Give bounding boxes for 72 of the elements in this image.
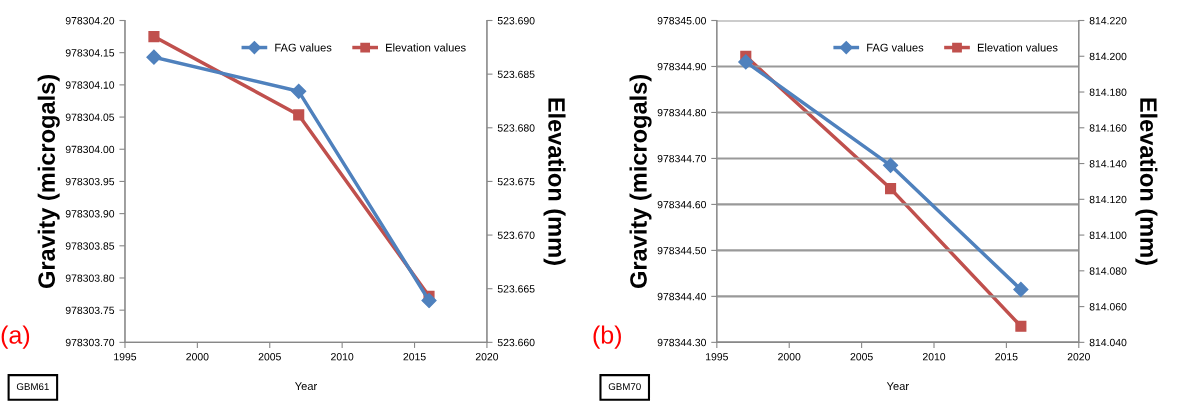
text: (b) bbox=[593, 325, 621, 349]
y2-tick-label: 814.060 bbox=[1089, 303, 1127, 311]
point bbox=[148, 31, 160, 43]
y2-tick-label: 814.120 bbox=[1089, 195, 1127, 204]
point bbox=[738, 54, 754, 70]
x-tick-label: 2020 bbox=[1067, 353, 1090, 361]
text: (a) bbox=[1, 325, 30, 349]
y2-tick-label: 814.140 bbox=[1089, 160, 1127, 168]
y-tick-label: 978304.10 bbox=[65, 81, 115, 89]
text: GBM70 bbox=[608, 383, 641, 391]
x-tick-label: 2010 bbox=[922, 353, 946, 361]
y2-tick-label: 814.200 bbox=[1089, 52, 1127, 61]
legend-label: FAG values bbox=[867, 43, 924, 52]
y-tick-label: 978344.40 bbox=[657, 292, 707, 301]
point bbox=[885, 183, 897, 195]
y2-tick-label: 523.660 bbox=[497, 338, 535, 347]
x-tick-label: 1995 bbox=[706, 353, 728, 361]
legend-label: Elevation values bbox=[386, 43, 466, 52]
y2-tick-label: 814.160 bbox=[1089, 124, 1127, 132]
y-tick-label: 978303.85 bbox=[65, 242, 115, 250]
x-tick-label: 2010 bbox=[331, 353, 354, 361]
y-tick-label: 978344.70 bbox=[657, 154, 707, 163]
x-tick-label: 1995 bbox=[114, 353, 137, 361]
y-tick-label: 978303.90 bbox=[65, 210, 115, 218]
y-axis-title: Gravity (microgals) bbox=[629, 74, 652, 289]
y2-tick-label: 523.680 bbox=[497, 124, 535, 132]
y-tick-label: 978304.15 bbox=[65, 49, 115, 57]
y-tick-label: 978303.75 bbox=[65, 306, 115, 315]
y-tick-label: 978303.80 bbox=[65, 274, 115, 282]
point bbox=[882, 157, 899, 173]
y2-tick-label: 523.665 bbox=[497, 285, 535, 293]
legend-label: Elevation values bbox=[977, 43, 1058, 52]
point bbox=[1013, 281, 1029, 298]
y2-tick-label: 523.690 bbox=[497, 17, 535, 25]
x-tick-label: 2015 bbox=[995, 353, 1018, 361]
point bbox=[421, 292, 437, 309]
y2-tick-label: 523.685 bbox=[497, 70, 535, 79]
y-tick-label: 978344.80 bbox=[657, 108, 707, 117]
y-tick-label: 978345.00 bbox=[657, 17, 707, 25]
x-tick-label: 2005 bbox=[258, 353, 281, 361]
text: GBM61 bbox=[16, 383, 49, 391]
y2-tick-label: 523.670 bbox=[497, 231, 535, 239]
y-tick-label: 978303.95 bbox=[65, 177, 115, 186]
y-tick-label: 978344.30 bbox=[657, 338, 707, 347]
y2-tick-label: 814.080 bbox=[1089, 267, 1127, 275]
x-axis-title: Year bbox=[294, 382, 317, 391]
point bbox=[293, 109, 305, 121]
x-tick-label: 2000 bbox=[186, 353, 209, 361]
y-tick-label: 978304.00 bbox=[65, 145, 115, 154]
x-tick-label: 2015 bbox=[403, 353, 426, 361]
y2-tick-label: 814.040 bbox=[1089, 338, 1127, 347]
y2-axis-title: Elevation (mm) bbox=[1135, 98, 1158, 265]
y-tick-label: 978344.90 bbox=[657, 62, 707, 71]
point bbox=[291, 83, 307, 99]
y-tick-label: 978344.60 bbox=[657, 200, 707, 209]
y-tick-label: 978344.50 bbox=[657, 246, 707, 255]
x-axis-title: Year bbox=[886, 382, 909, 391]
y-tick-label: 978304.20 bbox=[65, 17, 115, 25]
y2-tick-label: 523.675 bbox=[497, 177, 535, 186]
y-tick-label: 978304.05 bbox=[65, 113, 115, 121]
x-tick-label: 2005 bbox=[850, 353, 873, 361]
point bbox=[1015, 320, 1027, 332]
y2-axis-title: Elevation (mm) bbox=[543, 98, 566, 265]
y2-tick-label: 814.180 bbox=[1089, 88, 1127, 96]
y2-tick-label: 814.220 bbox=[1089, 17, 1127, 25]
y-tick-label: 978303.70 bbox=[65, 338, 115, 347]
y-axis-title: Gravity (microgals) bbox=[37, 74, 60, 289]
x-tick-label: 2020 bbox=[475, 353, 499, 361]
y2-tick-label: 814.100 bbox=[1089, 231, 1127, 239]
legend-label: FAG values bbox=[275, 43, 332, 52]
point bbox=[146, 49, 162, 65]
x-tick-label: 2000 bbox=[778, 353, 801, 361]
